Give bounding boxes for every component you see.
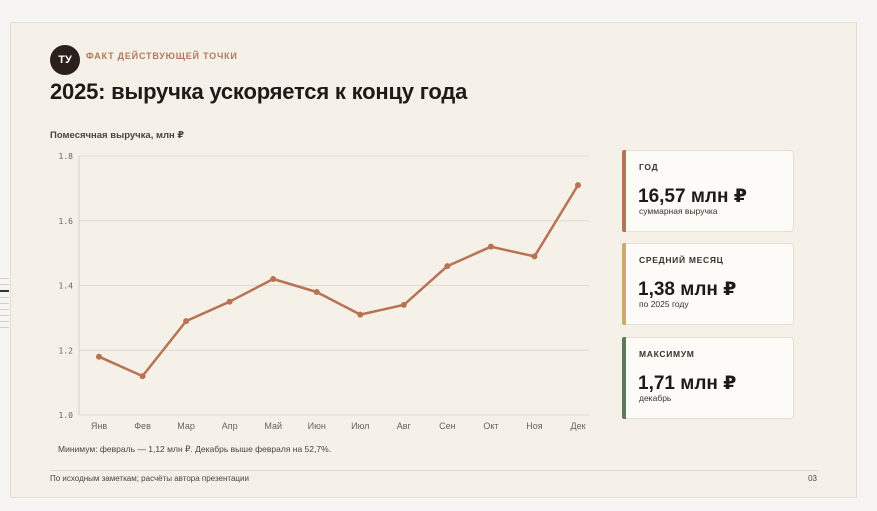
footer-divider xyxy=(50,470,818,471)
series-line xyxy=(98,184,580,378)
card-caption: суммарная выручка xyxy=(639,206,718,216)
x-tick-labels: Янв Фев Мар Апр Май Июн Июл Авг Сен Окт Ноя Дек xyxy=(91,421,586,431)
card-label: МАКСИМУМ xyxy=(639,349,695,359)
data-point-Апр xyxy=(226,298,233,305)
page-number: 03 xyxy=(808,474,817,483)
stat-card-maximum: МАКСИМУМ 1,71 млн ₽ декабрь xyxy=(622,337,794,419)
x-tick-label: Июн xyxy=(308,421,326,431)
x-tick-label: Июл xyxy=(351,421,369,431)
card-accent-bar xyxy=(622,243,626,325)
card-label: СРЕДНИЙ МЕСЯЦ xyxy=(639,255,724,265)
x-tick-label: Авг xyxy=(397,421,412,431)
card-value: 16,57 млн ₽ xyxy=(638,186,747,207)
card-accent-bar xyxy=(622,150,626,232)
data-point-Сен xyxy=(444,263,451,270)
x-tick-label: Янв xyxy=(91,421,107,431)
card-value: 1,71 млн ₽ xyxy=(638,373,737,394)
x-tick-label: Сен xyxy=(439,421,456,431)
left-edge-marks xyxy=(0,278,9,333)
y-tick-label: 1.2 xyxy=(59,346,74,355)
page-title: 2025: выручка ускоряется к концу года xyxy=(50,79,468,104)
chart-title: Помесячная выручка, млн ₽ xyxy=(50,130,185,141)
badge-avatar: ТУ xyxy=(50,45,80,75)
data-point-Ноя xyxy=(531,253,538,260)
x-tick-label: Апр xyxy=(222,421,238,431)
y-tick-label: 1.4 xyxy=(59,282,74,291)
card-caption: по 2025 году xyxy=(639,299,689,309)
data-point-Мар xyxy=(183,318,190,325)
stat-card-average: СРЕДНИЙ МЕСЯЦ 1,38 млн ₽ по 2025 году xyxy=(622,243,794,325)
card-caption: декабрь xyxy=(639,393,672,403)
data-point-Окт xyxy=(487,243,494,250)
series-points xyxy=(96,182,581,380)
chart-note: Минимум: февраль — 1,12 млн ₽. Декабрь в… xyxy=(58,444,332,454)
x-tick-label: Дек xyxy=(570,421,585,431)
x-tick-label: Ноя xyxy=(526,421,543,431)
x-tick-label: Май xyxy=(264,421,282,431)
y-tick-label: 1.6 xyxy=(59,217,74,226)
x-tick-label: Фев xyxy=(134,421,151,431)
y-tick-labels: 1.8 1.6 1.4 1.2 1.0 xyxy=(59,152,74,420)
footer-source: По исходным заметкам; расчёты автора пре… xyxy=(50,474,249,483)
data-point-Янв xyxy=(96,353,102,360)
data-point-Дек xyxy=(575,182,581,189)
card-accent-bar xyxy=(622,337,626,419)
data-point-Май xyxy=(270,276,277,283)
card-value: 1,38 млн ₽ xyxy=(638,279,737,300)
slide: ТУ ФАКТ ДЕЙСТВУЮЩЕЙ ТОЧКИ 2025: выручка … xyxy=(10,22,857,498)
data-point-Фев xyxy=(139,373,146,380)
chart-grid xyxy=(78,155,589,416)
x-tick-label: Окт xyxy=(483,421,498,431)
y-tick-label: 1.8 xyxy=(59,152,74,161)
kicker-label: ФАКТ ДЕЙСТВУЮЩЕЙ ТОЧКИ xyxy=(86,51,238,61)
card-label: ГОД xyxy=(639,162,659,172)
data-point-Авг xyxy=(400,301,407,308)
x-tick-label: Мар xyxy=(177,421,195,431)
data-point-Июн xyxy=(313,288,320,295)
y-tick-label: 1.0 xyxy=(59,411,74,420)
data-point-Июл xyxy=(357,311,364,318)
stat-card-year: ГОД 16,57 млн ₽ суммарная выручка xyxy=(622,150,794,232)
line-chart: 1.8 1.6 1.4 1.2 1.0 Янв Фев Мар Апр Май Июн Июл Авг… xyxy=(59,152,589,431)
